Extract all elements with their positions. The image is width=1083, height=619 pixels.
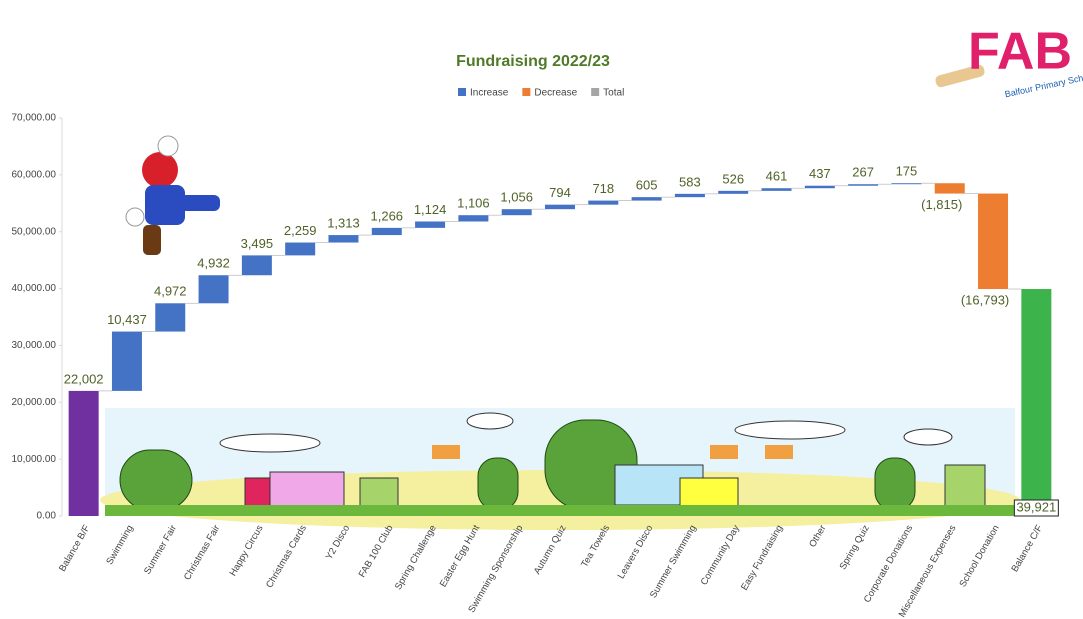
- data-label: 1,106: [457, 196, 490, 211]
- legend-swatch: [458, 88, 466, 96]
- legend-label: Decrease: [534, 88, 577, 99]
- bar: [328, 235, 358, 242]
- x-tick-label: Balance B/F: [57, 523, 92, 573]
- x-tick-label: Other: [807, 523, 828, 549]
- x-tick-label: Easter Egg Hunt: [438, 523, 483, 589]
- bar: [112, 332, 142, 391]
- bar: [155, 303, 185, 331]
- data-label: 4,932: [197, 256, 230, 271]
- y-tick-label: 40,000.00: [12, 283, 57, 294]
- x-tick-label: Spring Quiz: [838, 523, 872, 572]
- bar: [242, 255, 272, 275]
- legend-swatch: [522, 88, 530, 96]
- data-label: 461: [766, 169, 788, 184]
- chart-title: Fundraising 2022/23: [456, 53, 610, 70]
- bar: [675, 194, 705, 197]
- x-tick-label: Christmas Fair: [182, 523, 222, 582]
- y-tick-label: 10,000.00: [12, 454, 57, 465]
- x-tick-label: Autumn Quiz: [532, 523, 569, 576]
- y-tick-label: 50,000.00: [12, 226, 57, 237]
- x-tick-label: Balance C/F: [1009, 523, 1045, 574]
- mario: [126, 136, 220, 255]
- bar: [848, 184, 878, 186]
- x-tick-label: Leavers Disco: [616, 523, 656, 581]
- bar: [891, 183, 921, 184]
- bar: [632, 197, 662, 200]
- legend-label: Increase: [470, 88, 509, 99]
- data-label: 1,313: [327, 216, 360, 231]
- data-label: 4,972: [154, 284, 187, 299]
- bar: [372, 228, 402, 235]
- legend: Increase Decrease Total: [458, 88, 624, 99]
- bar: [1021, 289, 1051, 516]
- y-tick-label: 60,000.00: [12, 169, 57, 180]
- bar: [762, 188, 792, 191]
- data-label: 2,259: [284, 223, 317, 238]
- scenery: [100, 408, 1020, 530]
- data-label: 605: [636, 178, 658, 193]
- data-label: 1,266: [371, 208, 404, 223]
- bar: [935, 183, 965, 193]
- data-label: 718: [592, 181, 614, 196]
- bar: [978, 194, 1008, 289]
- x-tick-label: Happy Circus: [228, 523, 266, 578]
- data-label: 583: [679, 174, 701, 189]
- data-label: 526: [722, 171, 744, 186]
- data-label: 22,002: [64, 371, 104, 386]
- y-tick-label: 20,000.00: [12, 397, 57, 408]
- x-tick-label: School Donation: [957, 523, 1001, 589]
- y-tick-label: 30,000.00: [12, 340, 57, 351]
- x-tick-label: Y2 Disco: [324, 523, 353, 561]
- data-label: 437: [809, 166, 831, 181]
- data-label: (16,793): [961, 292, 1009, 307]
- data-label: 3,495: [241, 236, 274, 251]
- x-tick-label: Easy Fundraising: [739, 523, 785, 592]
- data-label: 1,056: [500, 190, 533, 205]
- data-label: 10,437: [107, 312, 147, 327]
- bar: [805, 186, 835, 188]
- bar: [199, 275, 229, 303]
- logo: FAB Balfour Primary Scho: [934, 23, 1083, 100]
- x-tick-label: Christmas Cards: [264, 523, 309, 590]
- legend-swatch: [591, 88, 599, 96]
- x-tick-label: Summer Fair: [142, 523, 179, 576]
- x-tick-label: Tea Towels: [579, 523, 612, 569]
- data-label: (1,815): [921, 197, 962, 212]
- x-tick-label: Spring Challenge: [393, 523, 439, 592]
- bar: [502, 209, 532, 215]
- bar: [718, 191, 748, 194]
- data-label: 267: [852, 165, 874, 180]
- x-tick-label: Swimming: [104, 523, 135, 566]
- y-tick-label: 0.00: [37, 511, 57, 522]
- logo-text: FAB: [968, 23, 1072, 81]
- y-tick-label: 70,000.00: [12, 113, 57, 124]
- data-label: 175: [896, 164, 918, 179]
- data-label: 39,921: [1016, 499, 1056, 514]
- bar: [285, 243, 315, 256]
- bar: [69, 391, 99, 516]
- bar: [545, 205, 575, 210]
- data-label: 794: [549, 185, 571, 200]
- bar: [588, 201, 618, 205]
- x-tick-label: FAB 100 Club: [357, 523, 396, 579]
- x-tick-label: Community Day: [699, 523, 742, 587]
- bar: [458, 215, 488, 221]
- legend-label: Total: [603, 88, 624, 99]
- x-tick-label: Corporate Donations: [862, 523, 915, 605]
- data-label: 1,124: [414, 202, 447, 217]
- bar: [415, 221, 445, 227]
- x-tick-label: Summer Swimming: [648, 523, 699, 600]
- chart: FAB Balfour Primary Scho Fundraising 202…: [0, 0, 1083, 619]
